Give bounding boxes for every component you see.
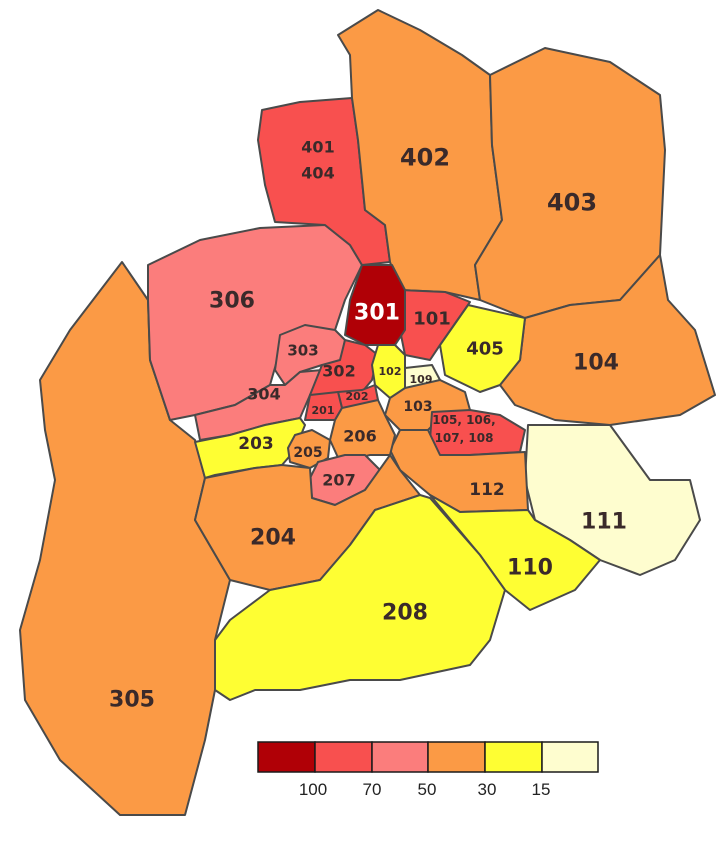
legend-swatch-0 — [541, 741, 599, 773]
district-label-403: 403 — [547, 188, 597, 216]
legend-swatch-15 — [484, 741, 543, 773]
legend-label-50: 50 — [418, 780, 437, 799]
district-label-204: 204 — [250, 526, 296, 551]
district-label-102: 102 — [379, 365, 402, 378]
legend-swatch-30 — [427, 741, 486, 773]
district-label-105-108-1: 107, 108 — [435, 431, 494, 445]
district-label-103: 103 — [403, 399, 432, 415]
legend-label-70: 70 — [363, 780, 382, 799]
district-label-402: 402 — [400, 143, 450, 171]
district-405[interactable] — [439, 304, 526, 393]
district-label-304: 304 — [247, 385, 280, 404]
district-label-203: 203 — [238, 434, 274, 454]
legend-swatch-100 — [257, 741, 316, 773]
district-label-111: 111 — [581, 510, 627, 535]
district-label-105-108-0: 105, 106, — [432, 413, 495, 427]
district-label-201: 201 — [312, 404, 335, 417]
district-206[interactable] — [329, 399, 396, 463]
district-label-301: 301 — [354, 301, 400, 326]
district-305[interactable] — [19, 261, 231, 816]
district-208[interactable] — [214, 494, 506, 701]
district-label-109: 109 — [410, 373, 433, 386]
district-label-208: 208 — [382, 601, 428, 626]
district-label-112: 112 — [469, 480, 505, 500]
district-402[interactable] — [337, 9, 503, 301]
district-label-306: 306 — [209, 289, 255, 314]
district-label-303: 303 — [287, 341, 318, 359]
district-104[interactable] — [499, 254, 716, 426]
legend: 100 70 50 30 15 — [257, 741, 599, 799]
district-label-101: 101 — [413, 308, 451, 329]
district-label-207: 207 — [322, 471, 355, 490]
district-403[interactable] — [474, 47, 666, 319]
legend-swatch-50 — [371, 741, 429, 773]
legend-label-15: 15 — [532, 780, 551, 799]
legend-label-30: 30 — [478, 780, 497, 799]
legend-label-100: 100 — [299, 780, 327, 799]
district-label-205: 205 — [293, 445, 322, 461]
district-label-110: 110 — [507, 556, 553, 581]
district-label-104: 104 — [573, 351, 619, 376]
district-204[interactable] — [194, 454, 421, 591]
district-label-405: 405 — [466, 338, 504, 359]
district-label-305: 305 — [109, 688, 155, 713]
district-label-302: 302 — [322, 362, 355, 381]
legend-swatch-70 — [314, 741, 373, 773]
district-label-401-404-0: 401 — [301, 138, 334, 157]
district-label-206: 206 — [343, 427, 376, 446]
district-label-401-404-1: 404 — [301, 164, 334, 183]
district-label-202: 202 — [346, 390, 369, 403]
district-111[interactable] — [524, 424, 701, 576]
